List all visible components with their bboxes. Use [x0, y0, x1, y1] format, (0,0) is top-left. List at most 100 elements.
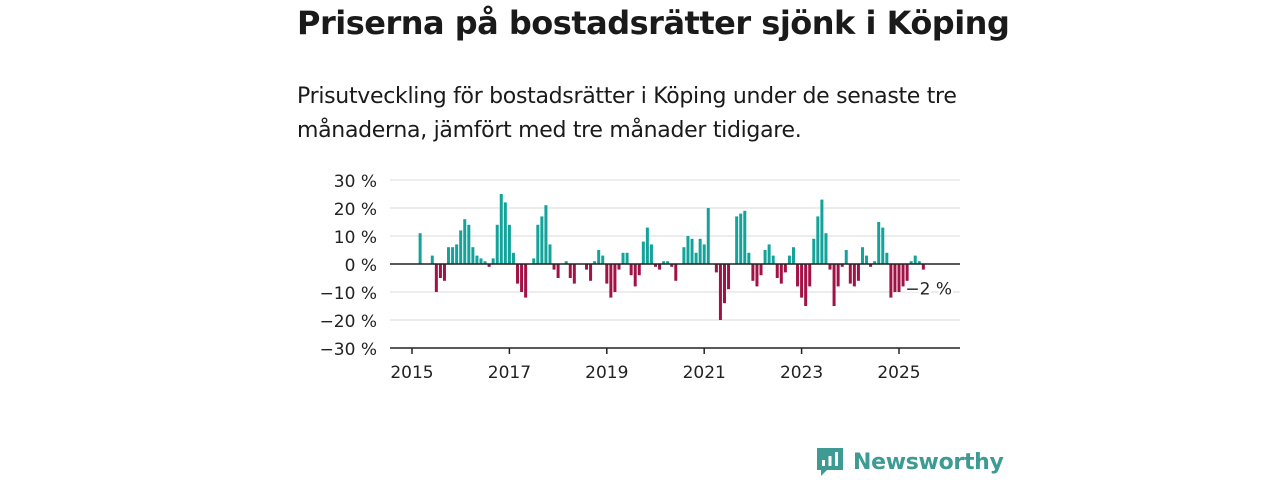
y-tick-label: −20 % — [320, 312, 377, 332]
bar — [601, 255, 605, 264]
bar — [694, 252, 698, 264]
bar — [475, 255, 479, 264]
bar — [702, 244, 706, 264]
bar — [585, 264, 589, 270]
bar — [698, 238, 702, 264]
bar — [471, 247, 475, 264]
x-tick-label: 2017 — [488, 363, 531, 383]
bar — [609, 264, 613, 298]
y-tick-label: 10 % — [334, 228, 377, 248]
bar — [536, 224, 540, 264]
bar — [430, 255, 434, 264]
y-tick-label: 20 % — [334, 200, 377, 220]
bar — [718, 264, 722, 320]
bar — [877, 222, 881, 264]
bar — [759, 264, 763, 276]
x-tick-label: 2015 — [390, 363, 433, 383]
bar — [824, 233, 828, 264]
bar — [848, 264, 852, 284]
bar — [572, 264, 576, 284]
bar — [860, 247, 864, 264]
bars — [418, 194, 925, 320]
bar — [442, 264, 446, 281]
bar — [487, 264, 491, 267]
bar — [767, 244, 771, 264]
bar — [743, 210, 747, 264]
bar — [828, 264, 832, 270]
tick-labels: 30 % 20 % 10 % 0 % −10 % −20 % −30 % 2015 2017 20… — [320, 172, 954, 383]
bar — [727, 264, 731, 290]
bar — [544, 205, 548, 264]
bar — [438, 264, 442, 278]
bar — [511, 252, 515, 264]
bar — [739, 213, 743, 264]
x-tick-label: 2021 — [683, 363, 726, 383]
bar — [625, 252, 629, 264]
bar — [617, 264, 621, 270]
bar — [714, 264, 718, 273]
bar — [597, 250, 601, 264]
bar — [917, 261, 921, 264]
bar — [637, 264, 641, 276]
bar — [889, 264, 893, 298]
bar — [808, 264, 812, 287]
bar — [901, 264, 905, 287]
bar — [499, 194, 503, 264]
y-tick-label: 30 % — [334, 172, 377, 192]
bar — [735, 216, 739, 264]
bar — [751, 264, 755, 281]
bar — [783, 264, 787, 273]
bar — [662, 261, 666, 264]
bar — [840, 264, 844, 267]
bar — [832, 264, 836, 306]
bar — [434, 264, 438, 292]
bar — [447, 247, 451, 264]
axes — [390, 263, 960, 354]
bar — [645, 227, 649, 264]
bar — [816, 216, 820, 264]
bar — [787, 255, 791, 264]
bar — [804, 264, 808, 306]
bar — [763, 250, 767, 264]
bar — [836, 264, 840, 287]
bar — [706, 208, 710, 264]
brand-name: Newsworthy — [853, 449, 1004, 475]
bar — [479, 258, 483, 264]
bar — [459, 230, 463, 264]
bar — [820, 199, 824, 264]
bar — [613, 264, 617, 292]
y-tick-label: 0 % — [345, 256, 377, 276]
bar — [755, 264, 759, 287]
bar — [905, 264, 909, 281]
bar — [593, 261, 597, 264]
bar — [686, 236, 690, 264]
bar — [516, 264, 520, 284]
bar — [633, 264, 637, 287]
chart-title: Priserna på bostadsrätter sjönk i Köping — [297, 4, 1010, 42]
bar — [852, 264, 856, 287]
bar — [747, 252, 751, 264]
bar — [812, 238, 816, 264]
bar — [649, 244, 653, 264]
bar — [796, 264, 800, 287]
bar — [467, 224, 471, 264]
bar — [682, 247, 686, 264]
bar — [869, 264, 873, 267]
bar — [856, 264, 860, 281]
bar — [865, 255, 869, 264]
bar — [520, 264, 524, 292]
bar — [629, 264, 633, 276]
bar — [491, 258, 495, 264]
bar — [540, 216, 544, 264]
bar — [418, 233, 422, 264]
bar — [605, 264, 609, 284]
y-tick-label: −30 % — [320, 340, 377, 360]
bar — [909, 261, 913, 264]
brand-logo: Newsworthy — [815, 446, 1004, 478]
bar — [893, 264, 897, 292]
bar — [674, 264, 678, 281]
bar — [775, 264, 779, 278]
bar — [552, 264, 556, 270]
bar — [658, 264, 662, 270]
y-tick-label: −10 % — [320, 284, 377, 304]
